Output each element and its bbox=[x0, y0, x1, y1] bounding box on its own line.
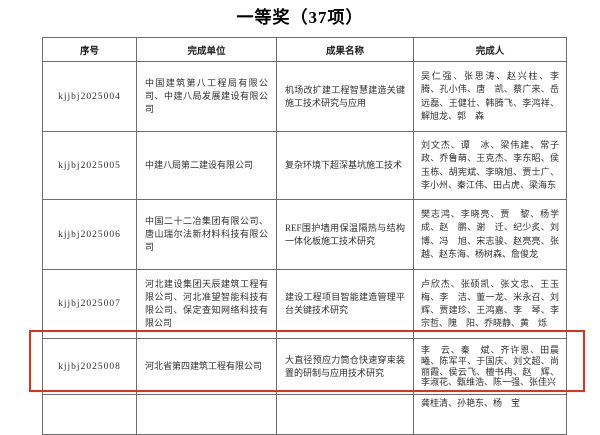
serial-cell: kjjbj2025007 bbox=[42, 269, 137, 339]
unit-cell: 中国建筑第八工程局有限公司、中建八局发展建设有限公司 bbox=[136, 61, 277, 132]
serial-cell: kjjbj2025006 bbox=[42, 199, 137, 270]
awards-table: 序号 完成单位 成果名称 完成人 kjjbj2025004 中国建筑第八工程局有… bbox=[42, 37, 567, 435]
people-cell: 李 云、秦 斌、齐许恩、田晨曦、陈军平、于国庆、刘文超、尚丽霞、侯云飞、檀书冉、… bbox=[413, 338, 567, 395]
result-cell: 机场改扩建工程智慧建造关键施工技术研究与应用 bbox=[276, 61, 414, 132]
unit-cell: 中建八局第二建设有限公司 bbox=[136, 131, 277, 200]
table-row-partial: 龚桂清、孙艳东、杨 宝 bbox=[42, 394, 567, 435]
col-header-result: 成果名称 bbox=[276, 37, 414, 62]
col-header-people: 完成人 bbox=[413, 37, 567, 62]
table-row: kjjbj2025006 中国二十二冶集团有限公司、唐山瑞尔法新材料科技有限公司… bbox=[42, 199, 567, 270]
header-row: 序号 完成单位 成果名称 完成人 bbox=[42, 37, 567, 62]
unit-cell bbox=[136, 394, 277, 435]
table-row: kjjbj2025007 河北建设集团天辰建筑工程有限公司、河北准望智能科技有限… bbox=[42, 269, 567, 339]
people-cell: 卢欣杰、张硕凯、张文忠、王玉梅、李 洁、董一龙、米永召、刘 辉、贾建珍、王鸿嘉、… bbox=[413, 269, 567, 339]
serial-cell: kjjbj2025004 bbox=[42, 61, 137, 132]
people-cell: 吴仁强、张思涛、赵兴柱、李 腾、孔小伟、唐 凯、蔡广来、岳远磊、王健壮、韩腾飞、… bbox=[413, 61, 567, 132]
result-cell: REF围护墙用保温隔热与结构一体化板施工技术研究 bbox=[276, 199, 414, 270]
serial-cell: kjjbj2025008 bbox=[42, 338, 137, 395]
table-row: kjjbj2025004 中国建筑第八工程局有限公司、中建八局发展建设有限公司 … bbox=[42, 61, 567, 132]
result-cell bbox=[276, 394, 414, 435]
unit-cell: 河北建设集团天辰建筑工程有限公司、河北准望智能科技有限公司、保定查知网络科技有限… bbox=[136, 269, 277, 339]
col-header-serial: 序号 bbox=[42, 37, 137, 62]
unit-cell: 中国二十二冶集团有限公司、唐山瑞尔法新材料科技有限公司 bbox=[136, 199, 277, 270]
table-row-highlighted: kjjbj2025008 河北省第四建筑工程有限公司 大直径预应力筒仓快速穿束装… bbox=[42, 338, 567, 395]
serial-cell bbox=[42, 394, 137, 435]
page-title: 一等奖（37项） bbox=[236, 8, 364, 27]
col-header-unit: 完成单位 bbox=[136, 37, 277, 62]
result-cell: 复杂环境下超深基坑施工技术 bbox=[276, 131, 414, 200]
result-cell: 建设工程项目智能建造管理平台关键技术研究 bbox=[276, 269, 414, 339]
table-row: kjjbj2025005 中建八局第二建设有限公司 复杂环境下超深基坑施工技术 … bbox=[42, 131, 567, 200]
people-cell: 刘文杰、谭 冰、梁伟建、常子政、乔鲁萌、王克杰、李东昭、侯玉栋、胡宪斌、李晓旭、… bbox=[413, 131, 567, 200]
unit-cell: 河北省第四建筑工程有限公司 bbox=[136, 338, 277, 395]
people-cell: 樊志鸿、李晓亮、贾 黎、杨学成、赵 鹏、谢 迁、纪少炙、刘 博、冯 旭、宋志骏、… bbox=[413, 199, 567, 270]
result-cell: 大直径预应力筒仓快速穿束装置的研制与应用技术研究 bbox=[276, 338, 414, 395]
people-cell: 龚桂清、孙艳东、杨 宝 bbox=[413, 394, 567, 435]
serial-cell: kjjbj2025005 bbox=[42, 131, 137, 200]
